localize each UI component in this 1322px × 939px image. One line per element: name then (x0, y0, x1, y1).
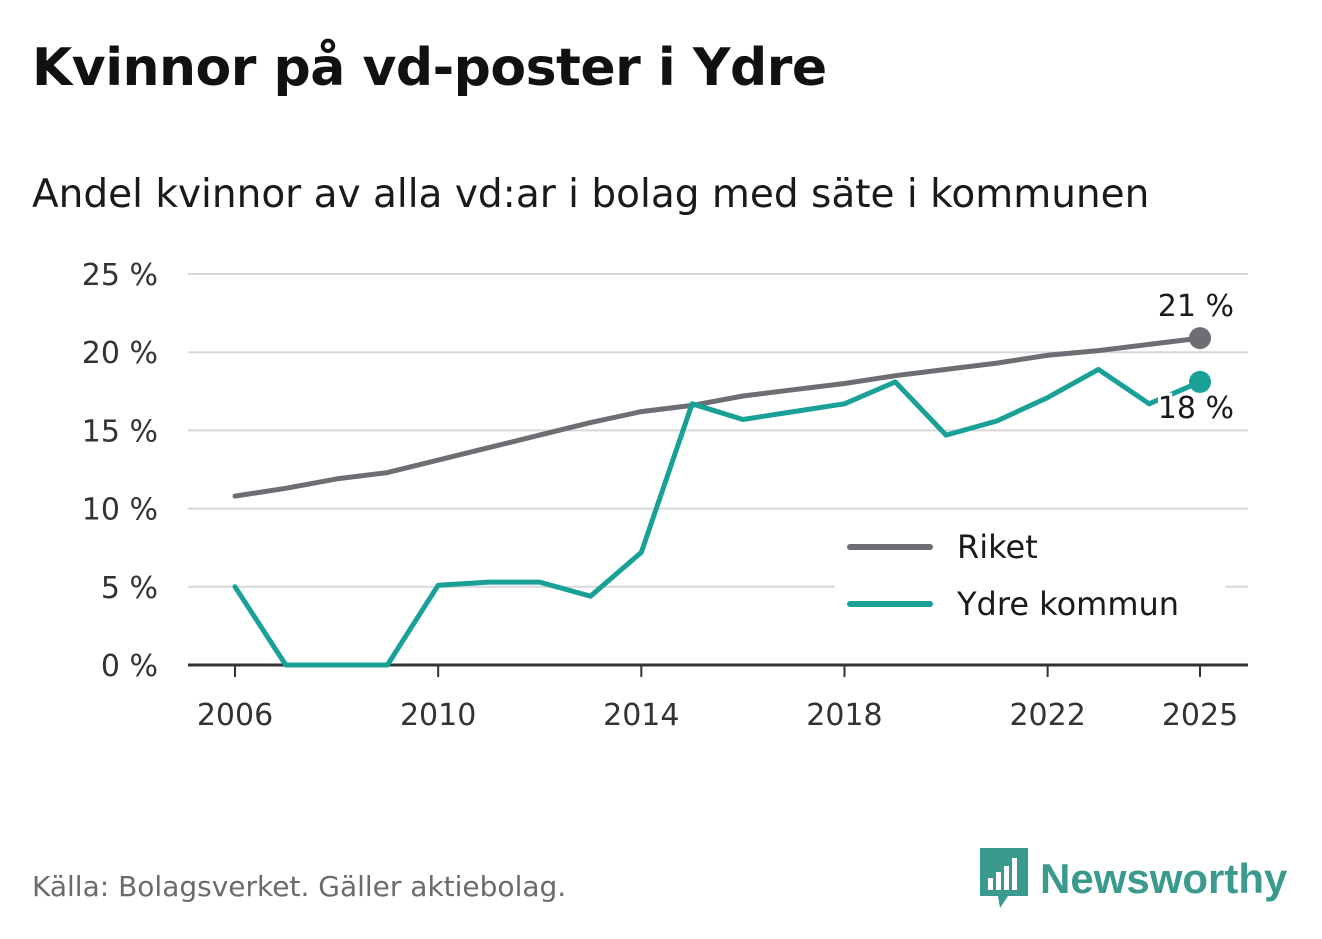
series-line-riket (232, 335, 1203, 499)
series-line-ydre (232, 366, 1203, 668)
y-tick-label: 20 % (82, 336, 158, 371)
chart-title: Kvinnor på vd-poster i Ydre (32, 38, 827, 98)
bar-chart-logo-icon (980, 848, 1028, 908)
x-tick-label: 2010 (400, 698, 476, 733)
x-tick-label: 2014 (603, 698, 679, 733)
x-tick-label: 2025 (1162, 698, 1238, 733)
x-axis: 2006 2010 2014 2018 2022 2025 (188, 663, 1248, 733)
legend-background (835, 520, 1225, 640)
y-tick-label: 0 % (101, 649, 158, 684)
chart-subtitle: Andel kvinnor av alla vd:ar i bolag med … (32, 172, 1150, 217)
y-tick-label: 5 % (101, 571, 158, 606)
legend: Riket Ydre kommun (835, 520, 1225, 640)
end-labels: 21 % 18 % (1155, 286, 1237, 429)
newsworthy-brand: Newsworthy (980, 848, 1287, 910)
x-tick-label: 2018 (806, 698, 882, 733)
legend-label: Riket (957, 528, 1038, 566)
legend-label: Ydre kommun (956, 585, 1179, 623)
x-tick-label: 2022 (1009, 698, 1085, 733)
y-tick-label: 10 % (82, 493, 158, 528)
y-tick-label: 25 % (82, 258, 158, 293)
line-chart: 0 %5 %10 %15 %20 %25 % 2006 2010 2014 2018 2… (82, 258, 1248, 733)
end-point-ydre (1189, 370, 1211, 393)
source-note: Källa: Bolagsverket. Gäller aktiebolag. (32, 870, 567, 903)
y-axis-tick-labels: 0 % 5 % 10 % 15 % 20 % 25 % (82, 258, 158, 684)
end-point-riket (1189, 327, 1211, 350)
series-lines (232, 327, 1211, 668)
y-tick-label: 15 % (82, 414, 158, 449)
end-label-riket: 21 % (1158, 289, 1234, 324)
x-tick-label: 2006 (197, 698, 273, 733)
brand-name: Newsworthy (1040, 855, 1288, 902)
end-label-ydre: 18 % (1158, 391, 1234, 426)
